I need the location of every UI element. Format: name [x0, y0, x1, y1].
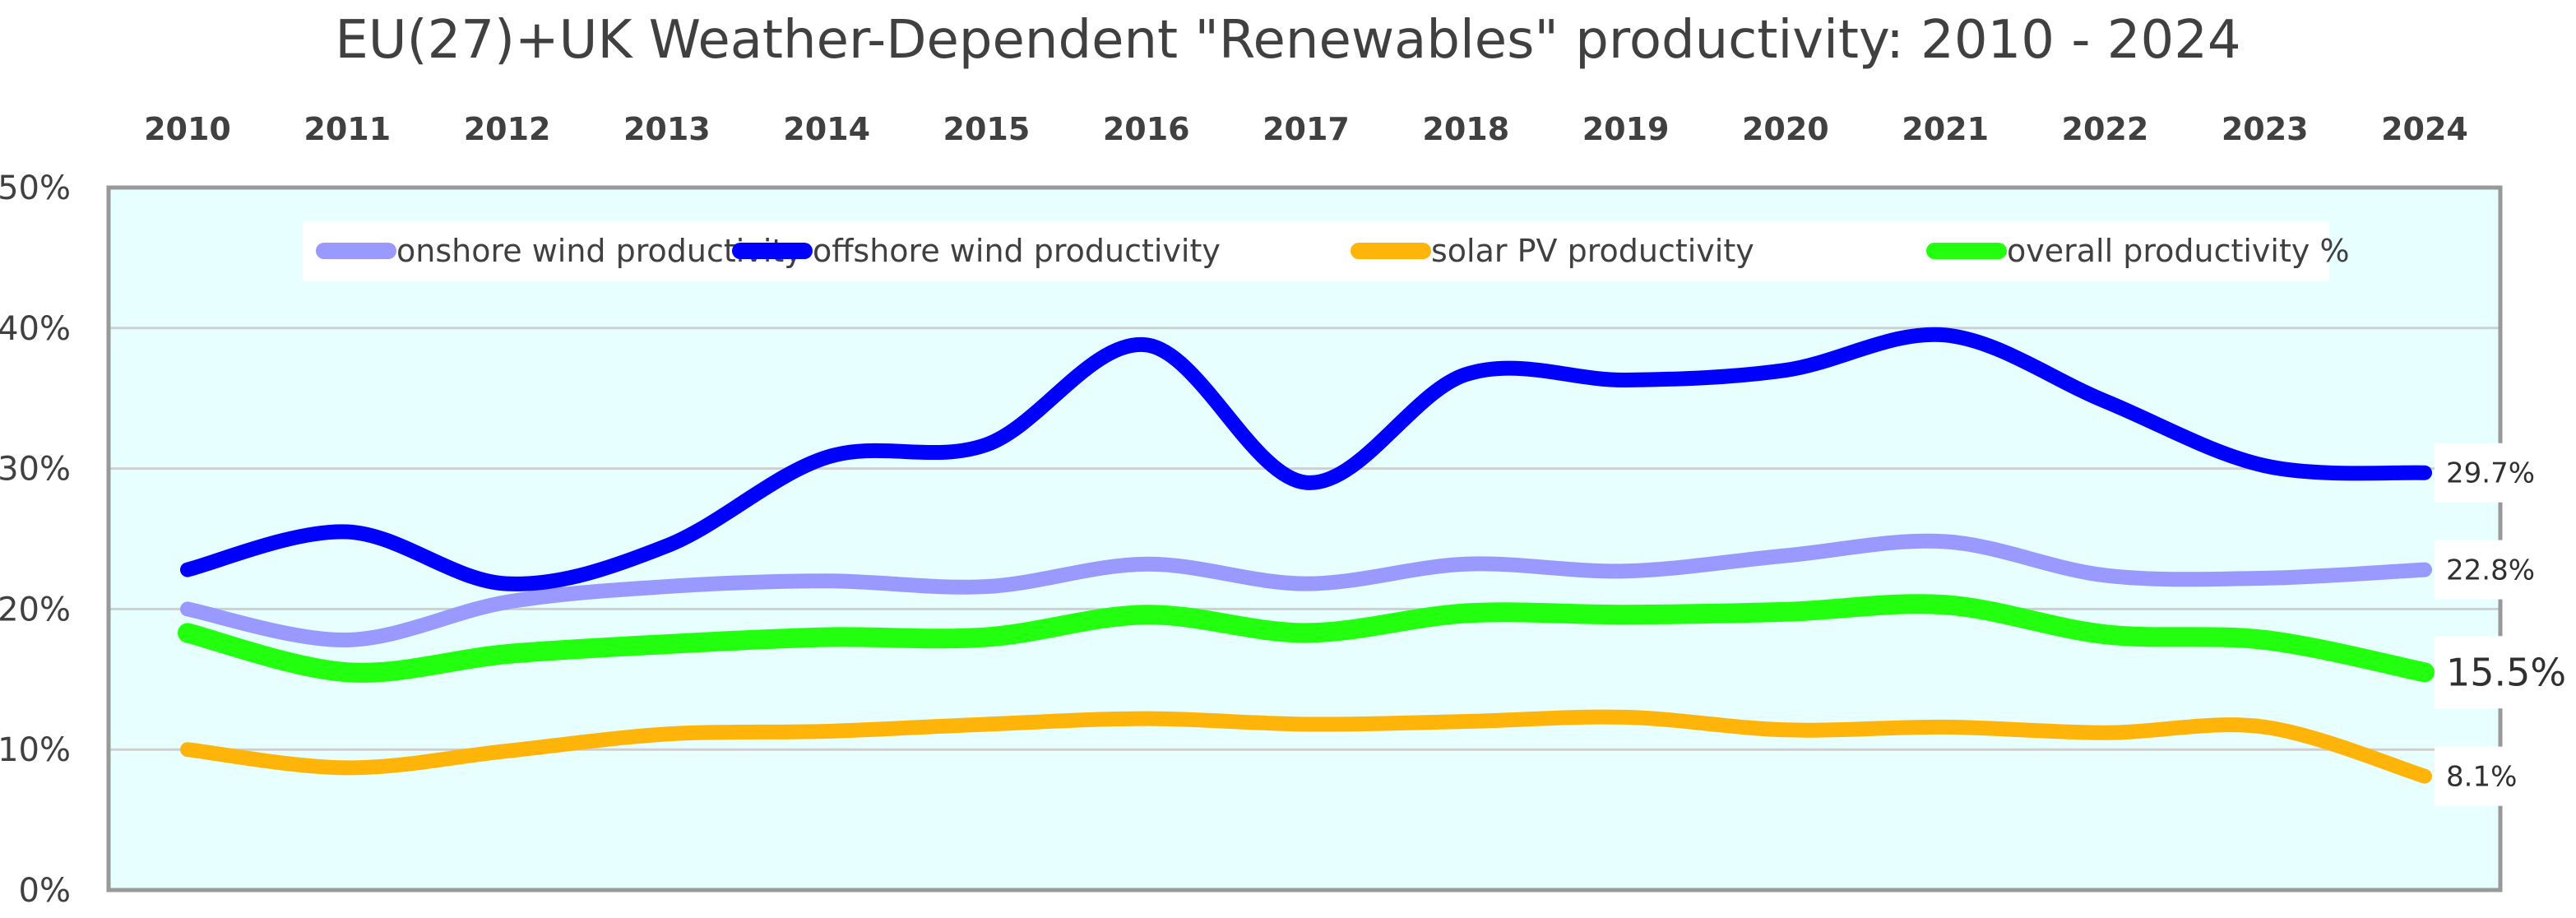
end-value-label: 29.7%: [2446, 457, 2535, 490]
legend-label: offshore wind productivity: [813, 233, 1221, 269]
x-tick-label: 2014: [783, 111, 870, 147]
y-tick-label: 0%: [19, 872, 71, 910]
x-tick-label: 2020: [1742, 111, 1829, 147]
x-tick-label: 2019: [1582, 111, 1670, 147]
end-label-box: [2435, 746, 2533, 806]
series-lines: [178, 327, 2435, 784]
y-tick-label: 30%: [0, 451, 71, 489]
end-label-box: [2435, 540, 2533, 600]
y-axis-tick-labels: 0% 10% 20% 30% 40% 50%: [0, 169, 71, 910]
y-tick-label: 50%: [0, 169, 71, 207]
x-tick-label: 2010: [144, 111, 231, 147]
end-value-label: 15.5%: [2446, 650, 2566, 694]
end-value-label: 22.8%: [2446, 554, 2535, 587]
legend-label: overall productivity %: [2007, 233, 2350, 269]
x-tick-label: 2013: [623, 111, 711, 147]
x-tick-label: 2021: [1902, 111, 1989, 147]
end-labels: 22.8% 29.7% 8.1% 15.5%: [2435, 443, 2566, 806]
y-tick-label: 10%: [0, 731, 71, 769]
x-tick-label: 2016: [1103, 111, 1190, 147]
series-line-offshore-wind-productivity: [180, 327, 2432, 591]
x-tick-label: 2018: [1422, 111, 1509, 147]
y-tick-label: 40%: [0, 310, 71, 348]
series-line-overall-productivity: [178, 594, 2435, 683]
plot-area: [109, 188, 2500, 890]
end-label-box: [2435, 636, 2550, 709]
legend: onshore wind productivity offshore wind p…: [303, 221, 2350, 281]
x-tick-label: 2023: [2222, 111, 2309, 147]
end-label-box: [2435, 443, 2533, 503]
y-tick-label: 20%: [0, 591, 71, 628]
chart-title: EU(27)+UK Weather-Dependent "Renewables"…: [335, 10, 2240, 71]
legend-label: solar PV productivity: [1431, 233, 1754, 269]
x-tick-label: 2017: [1263, 111, 1350, 147]
x-tick-label: 2012: [464, 111, 551, 147]
series-line-solar-pv-productivity: [180, 709, 2432, 784]
x-tick-label: 2024: [2381, 111, 2468, 147]
series-line-onshore-wind-productivity: [180, 533, 2432, 647]
x-tick-label: 2011: [303, 111, 391, 147]
x-tick-label: 2022: [2062, 111, 2149, 147]
end-value-label: 8.1%: [2446, 761, 2517, 794]
x-axis-tick-labels: 2010 2011 2012 2013 2014 2015 2016 2017 2018 2019…: [144, 111, 2468, 147]
plot-border: [106, 185, 2503, 892]
x-tick-label: 2015: [943, 111, 1031, 147]
